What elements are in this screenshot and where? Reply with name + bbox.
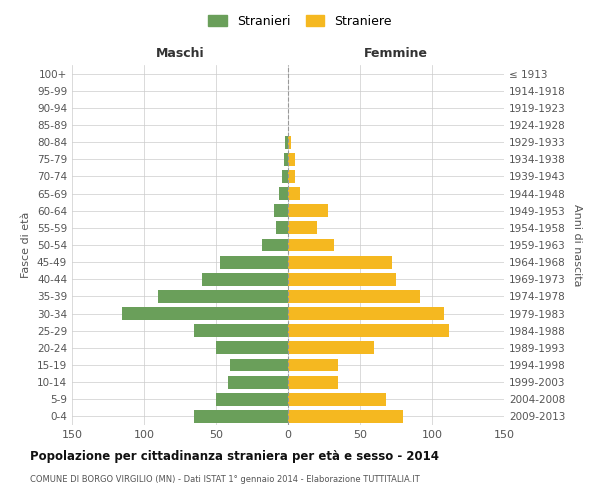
Bar (280, 187, 288, 200)
Bar (288, 324, 449, 337)
Text: COMUNE DI BORGO VIRGILIO (MN) - Dati ISTAT 1° gennaio 2014 - Elaborazione TUTTIT: COMUNE DI BORGO VIRGILIO (MN) - Dati IST… (30, 475, 420, 484)
Bar (288, 376, 338, 388)
Text: Femmine: Femmine (364, 47, 428, 60)
Bar (288, 290, 421, 303)
Text: Popolazione per cittadinanza straniera per età e sesso - 2014: Popolazione per cittadinanza straniera p… (30, 450, 439, 463)
Bar (158, 290, 288, 303)
Bar (285, 136, 288, 148)
Bar (288, 238, 334, 252)
Y-axis label: Fasce di età: Fasce di età (22, 212, 31, 278)
Bar (288, 136, 291, 148)
Bar (227, 376, 288, 388)
Bar (277, 222, 288, 234)
Bar (288, 187, 299, 200)
Legend: Stranieri, Straniere: Stranieri, Straniere (205, 11, 395, 32)
Bar (288, 393, 386, 406)
Bar (194, 410, 288, 423)
Bar (288, 410, 403, 423)
Bar (216, 342, 288, 354)
Bar (262, 238, 288, 252)
Bar (288, 358, 338, 372)
Bar (288, 273, 396, 285)
Bar (288, 222, 317, 234)
Bar (194, 324, 288, 337)
Bar (274, 204, 288, 217)
Bar (122, 307, 288, 320)
Text: Maschi: Maschi (155, 47, 205, 60)
Bar (288, 256, 392, 268)
Bar (202, 273, 288, 285)
Bar (216, 393, 288, 406)
Bar (220, 256, 288, 268)
Bar (288, 153, 295, 166)
Bar (288, 204, 328, 217)
Bar (288, 170, 295, 183)
Bar (288, 342, 374, 354)
Bar (230, 358, 288, 372)
Bar (284, 153, 288, 166)
Bar (288, 307, 443, 320)
Y-axis label: Anni di nascita: Anni di nascita (572, 204, 582, 286)
Bar (282, 170, 288, 183)
